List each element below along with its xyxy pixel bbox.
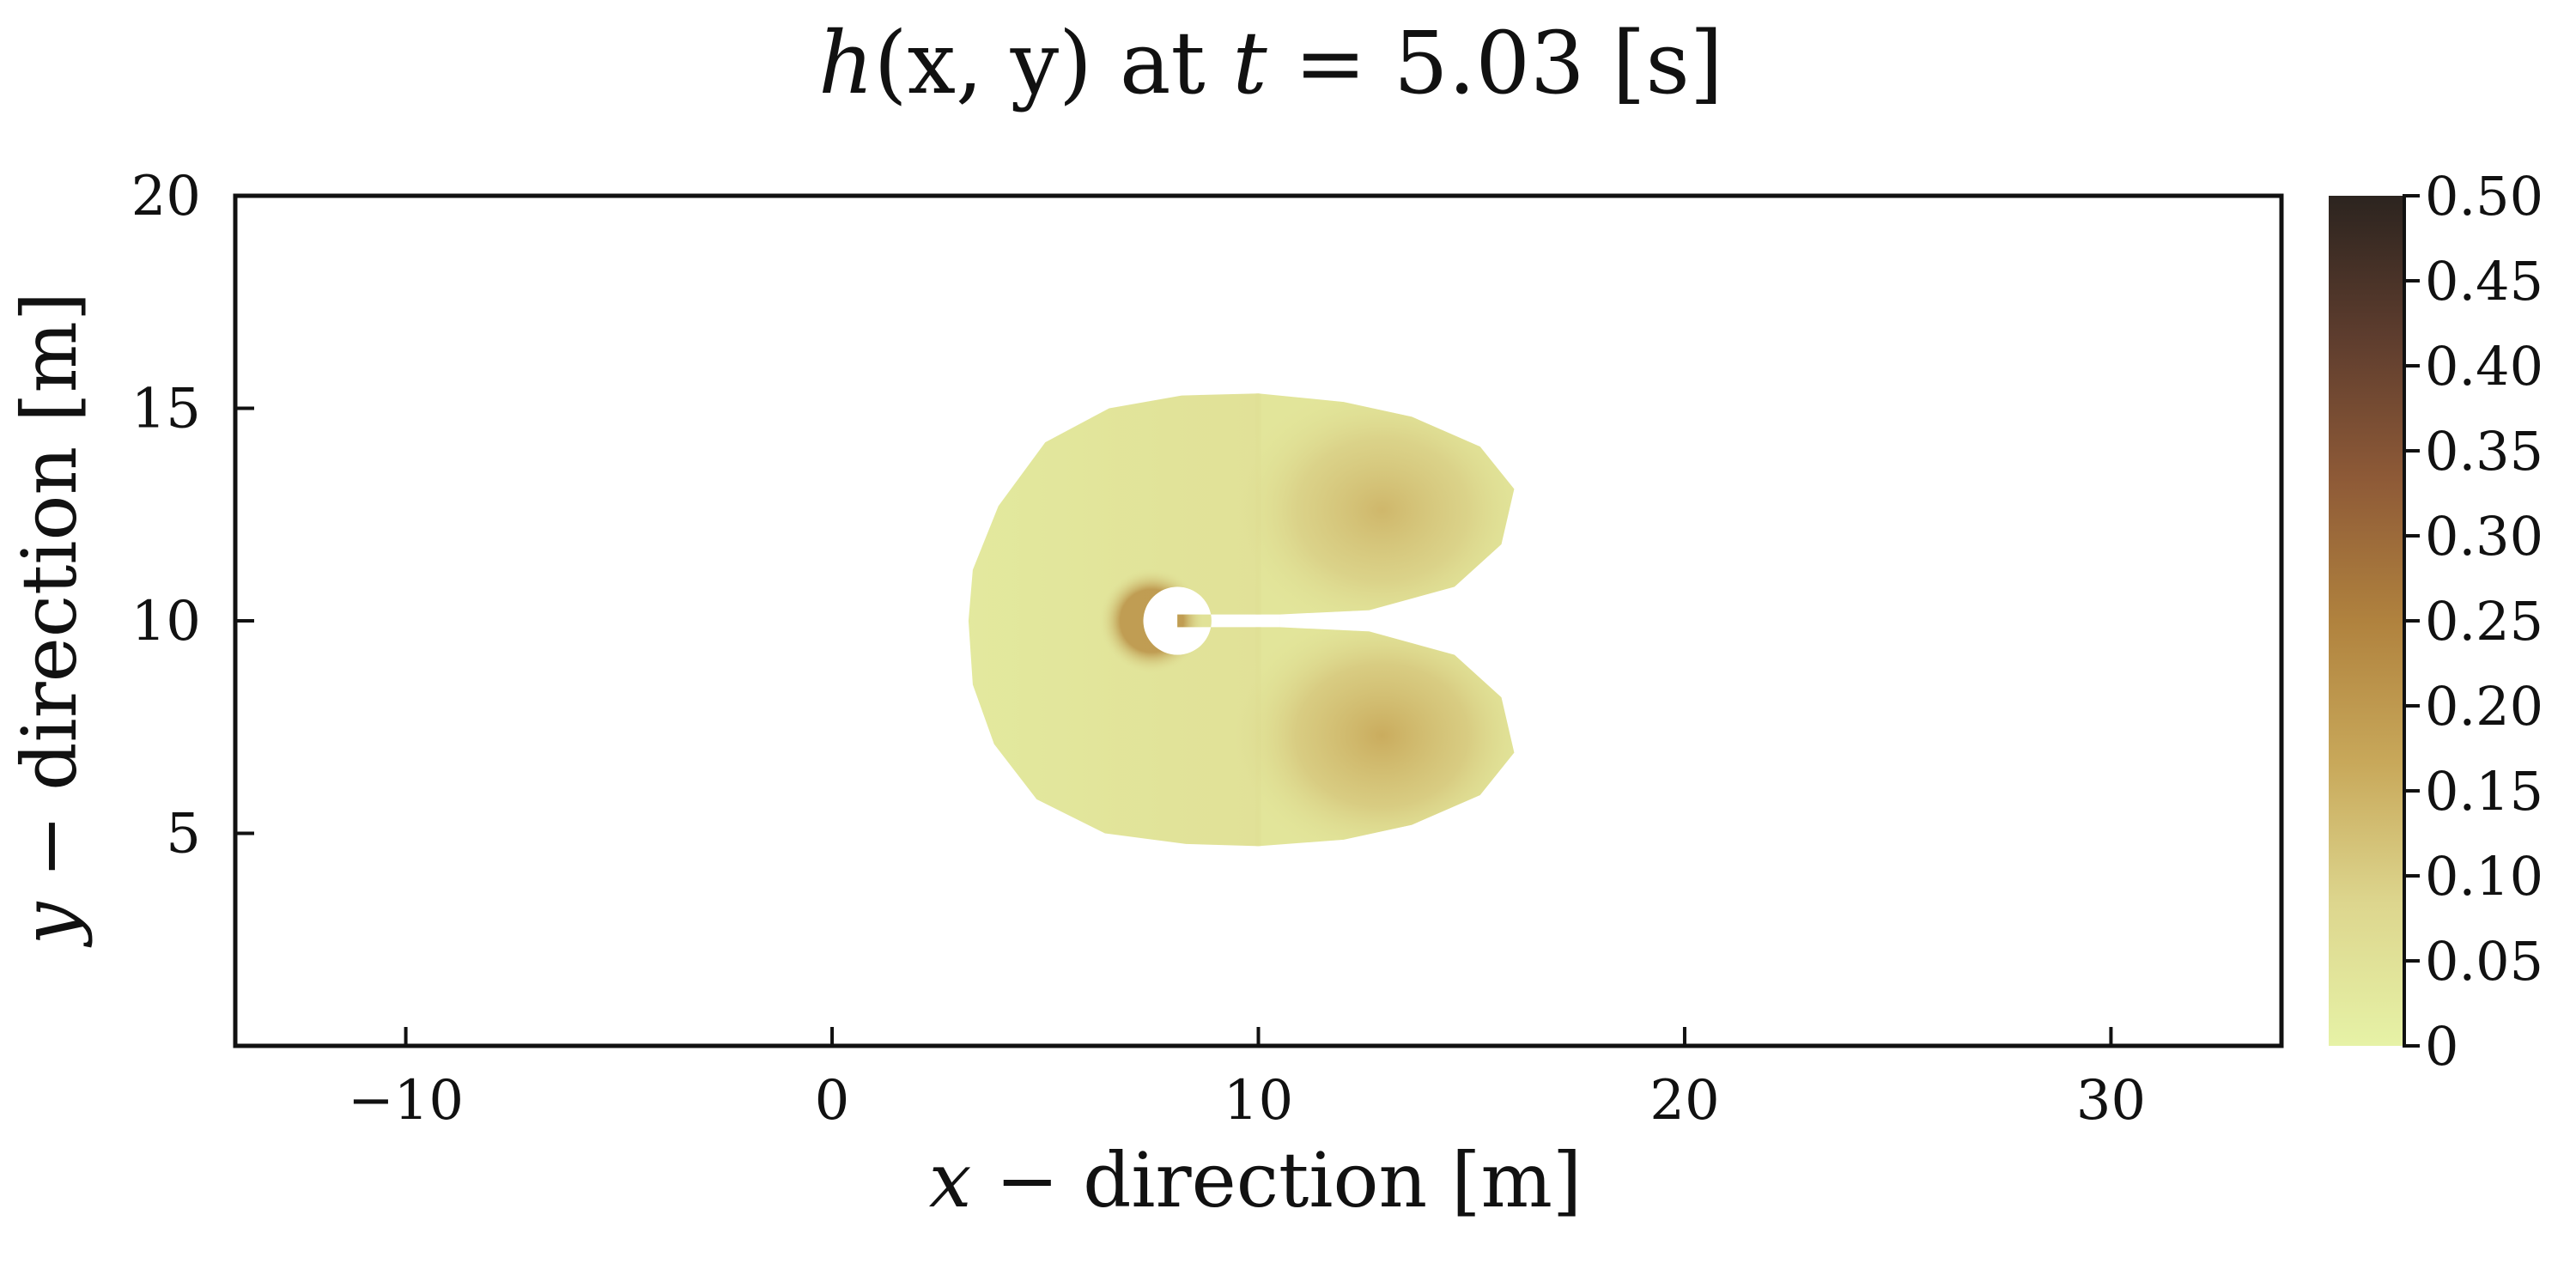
colorbar-tick-label: 0.30 xyxy=(2425,505,2543,568)
y-tick-label: 10 xyxy=(131,590,201,653)
colorbar: 0 0.05 0.10 0.15 0.20 0.25 0.30 0.35 0.40 0.45 0.5… xyxy=(2329,165,2543,1078)
colorbar-tick-label: 0.25 xyxy=(2425,590,2543,653)
field-lobe-lower xyxy=(1224,605,1515,847)
field-lobe-upper xyxy=(1224,393,1515,641)
field-ridge xyxy=(1099,568,1205,674)
y-tick-label: 15 xyxy=(131,378,201,441)
colorbar-tick-label: 0.50 xyxy=(2425,165,2543,228)
colorbar-tick-label: 0.15 xyxy=(2425,760,2543,823)
colorbar-tick-label: 0.20 xyxy=(2425,675,2543,738)
x-tick-label: −10 xyxy=(348,1069,464,1133)
y-tick-label: 5 xyxy=(166,803,201,866)
y-axis: 5 10 15 20 xyxy=(131,165,254,866)
colorbar-tick-label: 0.45 xyxy=(2425,250,2543,313)
y-axis-label: y − direction [m] xyxy=(5,292,94,949)
colorbar-tick-label: 0 xyxy=(2425,1015,2458,1078)
plot-area: −10 0 10 20 30 5 10 15 20 xyxy=(131,165,2284,1133)
chart-title: h(x, y) at t = 5.03 [s] xyxy=(818,13,1723,113)
colorbar-ticks: 0 0.05 0.10 0.15 0.20 0.25 0.30 0.35 0.40 0.45 0.5… xyxy=(2403,165,2543,1078)
x-tick-label: 10 xyxy=(1224,1069,1293,1133)
plot-frame xyxy=(233,193,2284,1048)
colorbar-gradient xyxy=(2329,196,2404,1046)
colorbar-tick-label: 0.35 xyxy=(2425,420,2543,483)
x-tick-label: 20 xyxy=(1649,1069,1719,1133)
colorbar-tick-label: 0.10 xyxy=(2425,845,2543,908)
x-tick-label: 30 xyxy=(2076,1069,2146,1133)
field-blob xyxy=(968,393,1515,847)
colorbar-tick-label: 0.40 xyxy=(2425,335,2543,398)
y-tick-label: 20 xyxy=(131,165,201,228)
x-axis: −10 0 10 20 30 xyxy=(348,1027,2146,1133)
colorbar-tick-label: 0.05 xyxy=(2425,930,2543,993)
x-tick-label: 0 xyxy=(815,1069,850,1133)
x-axis-label: x − direction [m] xyxy=(929,1136,1582,1224)
